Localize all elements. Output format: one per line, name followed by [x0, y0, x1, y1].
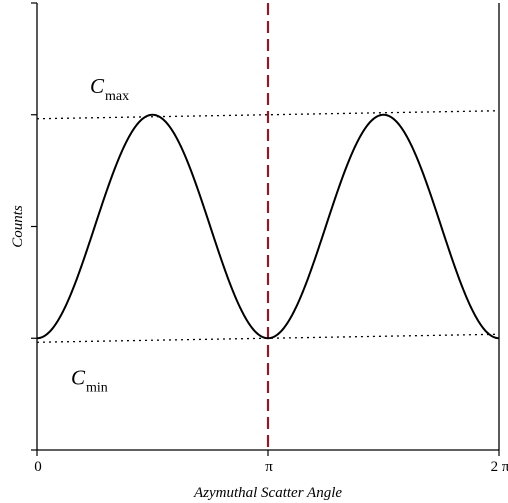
reference-lines: [36, 3, 500, 450]
x-axis-title: Azymuthal Scatter Angle: [193, 485, 342, 501]
c-max-main: C: [90, 74, 105, 98]
c-min-label: Cmin: [71, 365, 108, 395]
x-tick-label-1: π: [265, 459, 273, 475]
c-max-reference-line: [36, 110, 500, 120]
series-group: [36, 113, 500, 340]
y-axis-title: Counts: [10, 205, 26, 248]
c-max-subscript: max: [105, 89, 129, 104]
x-tick-label-0: 0: [34, 459, 42, 475]
series-line-0: [36, 113, 500, 340]
axis-labels: Azymuthal Scatter Angle Counts: [10, 205, 342, 501]
c-max-label: Cmax: [90, 74, 129, 104]
tick-marks: 0 π 2 π: [31, 2, 508, 475]
c-min-subscript: min: [86, 380, 108, 395]
x-tick-label-2: 2 π: [491, 459, 508, 475]
c-min-reference-line: [36, 333, 500, 343]
c-min-main: C: [71, 365, 86, 389]
